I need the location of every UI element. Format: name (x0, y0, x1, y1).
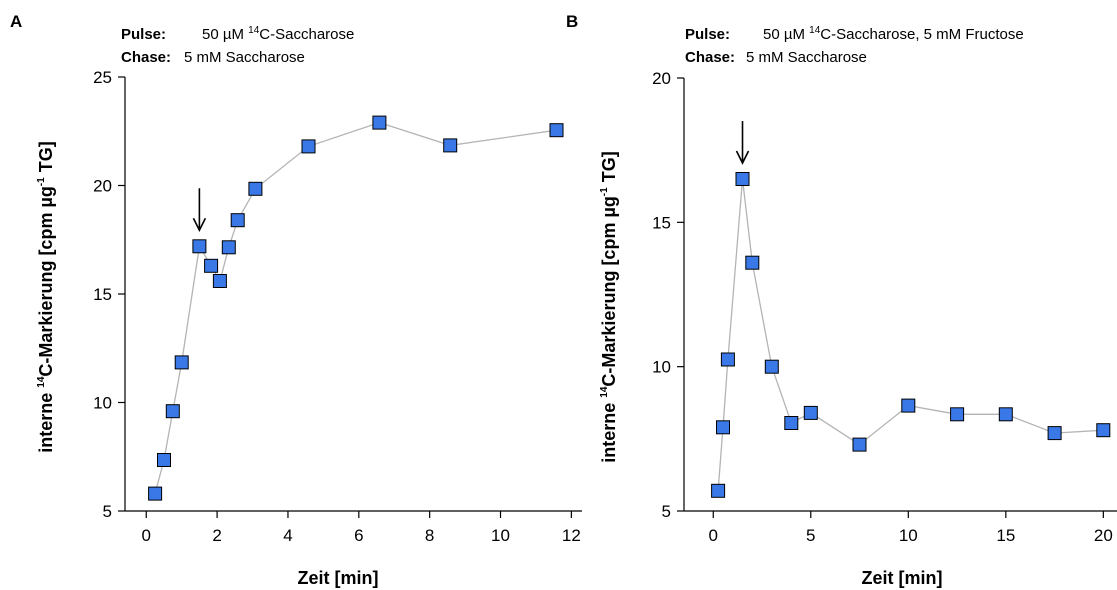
panel-b-x-tick-label: 20 (1094, 526, 1113, 545)
panel-b-data-point (720, 352, 735, 367)
panel-b-pulse-label: Pulse: (685, 26, 730, 43)
panel-a-data-point (301, 139, 316, 154)
panel-a-data-point (165, 404, 180, 419)
panel-a-y-tick-label: 15 (93, 285, 112, 304)
panel-a-ylabel: interne 14C-Markierung [cpm µg-1 TG] (36, 141, 56, 452)
panel-a-data-point (174, 355, 189, 370)
panel-a-y-tick-label: 10 (93, 394, 112, 413)
panel-b-series-line (717, 178, 1104, 491)
panel-b-arrow-head (735, 150, 750, 165)
panel-b-data-point (784, 416, 799, 430)
panel-a-x-tick-label: 10 (491, 526, 510, 545)
panel-b-data-point (735, 172, 750, 186)
panel-a-x-tick-label: 6 (354, 526, 363, 545)
panel-a-data-point (549, 123, 564, 138)
panel-a-data-point (372, 115, 387, 130)
panel-b-chase-label: Chase: (685, 49, 735, 66)
panel-a-data-point (192, 239, 207, 254)
panel-b-x-tick-label: 0 (709, 526, 718, 545)
panel-b-xlabel: Zeit [min] (862, 568, 943, 588)
panel-a-y-tick-label: 20 (93, 177, 112, 196)
panel-b-chase-value: 5 mM Saccharose (746, 49, 867, 66)
panel-a-arrow-head (192, 217, 207, 233)
panel-a-arrow-icon (192, 188, 207, 233)
panel-b-data-point (803, 405, 818, 420)
panel-b-x-tick-label: 15 (996, 526, 1015, 545)
panel-b-data-point (852, 437, 867, 452)
panel-a-x-tick-label: 0 (142, 526, 151, 545)
panel-a-data-point (248, 181, 263, 196)
panel-a-chase-value: 5 mM Saccharose (184, 49, 305, 66)
panel-a-data-point (443, 138, 458, 153)
panel-b-data-point (711, 483, 726, 498)
panel-a-pulse-value: 50 µM 14C-Saccharose (202, 25, 354, 43)
panel-b-data-point (1096, 423, 1111, 438)
panel-a: A Pulse: 50 µM 14C-Saccharose Chase: 5 m… (10, 12, 582, 588)
panel-a-y-tick-label: 25 (93, 68, 112, 87)
panel-a-plot: 5 10 15 20 25 0 2 4 6 8 10 12 (93, 68, 582, 545)
panel-a-x-tick-label: 8 (425, 526, 434, 545)
panel-a-data-point (148, 486, 163, 501)
panel-b-data-point (716, 420, 730, 435)
panel-b-y-tick-label: 20 (652, 69, 671, 88)
panel-b-y-tick-label: 5 (662, 502, 671, 521)
panel-a-y-tick-label: 5 (103, 502, 112, 521)
panel-b-data-point (998, 407, 1013, 422)
panel-b-arrow-icon (735, 121, 750, 165)
panel-a-chase-label: Chase: (121, 49, 171, 66)
panel-a-label: A (10, 12, 22, 31)
panel-a-data-point (230, 213, 245, 228)
panel-b-y-tick-label: 15 (652, 213, 671, 232)
panel-a-xlabel: Zeit [min] (298, 568, 379, 588)
panel-b: B Pulse: 50 µM 14C-Saccharose, 5 mM Fruc… (566, 12, 1117, 588)
panel-b-data-point (1047, 426, 1062, 441)
panel-b-x-tick-label: 5 (806, 526, 815, 545)
panel-a-data-point (204, 258, 219, 273)
panel-a-x-tick-label: 2 (212, 526, 221, 545)
panel-b-label: B (566, 12, 578, 31)
panel-b-x-tick-label: 10 (899, 526, 918, 545)
panel-a-x-tick-label: 4 (283, 526, 292, 545)
panel-b-data-point (764, 359, 779, 374)
panel-a-x-tick-label: 12 (562, 526, 581, 545)
panel-a-data-point (212, 274, 227, 288)
panel-b-plot: 5 10 15 20 0 5 10 15 20 (652, 69, 1117, 545)
panel-b-data-point (745, 255, 760, 270)
panel-b-ylabel: interne 14C-Markierung [cpm µg-1 TG] (599, 151, 619, 462)
panel-a-series-line (154, 121, 557, 494)
panel-a-data-point (221, 240, 236, 255)
panel-a-data-point (157, 453, 171, 467)
panel-a-pulse-label: Pulse: (121, 26, 166, 43)
panel-b-data-point (901, 398, 916, 413)
panel-b-data-point (950, 407, 965, 422)
panel-b-pulse-value: 50 µM 14C-Saccharose, 5 mM Fructose (763, 25, 1024, 43)
panel-b-y-tick-label: 10 (652, 358, 671, 377)
